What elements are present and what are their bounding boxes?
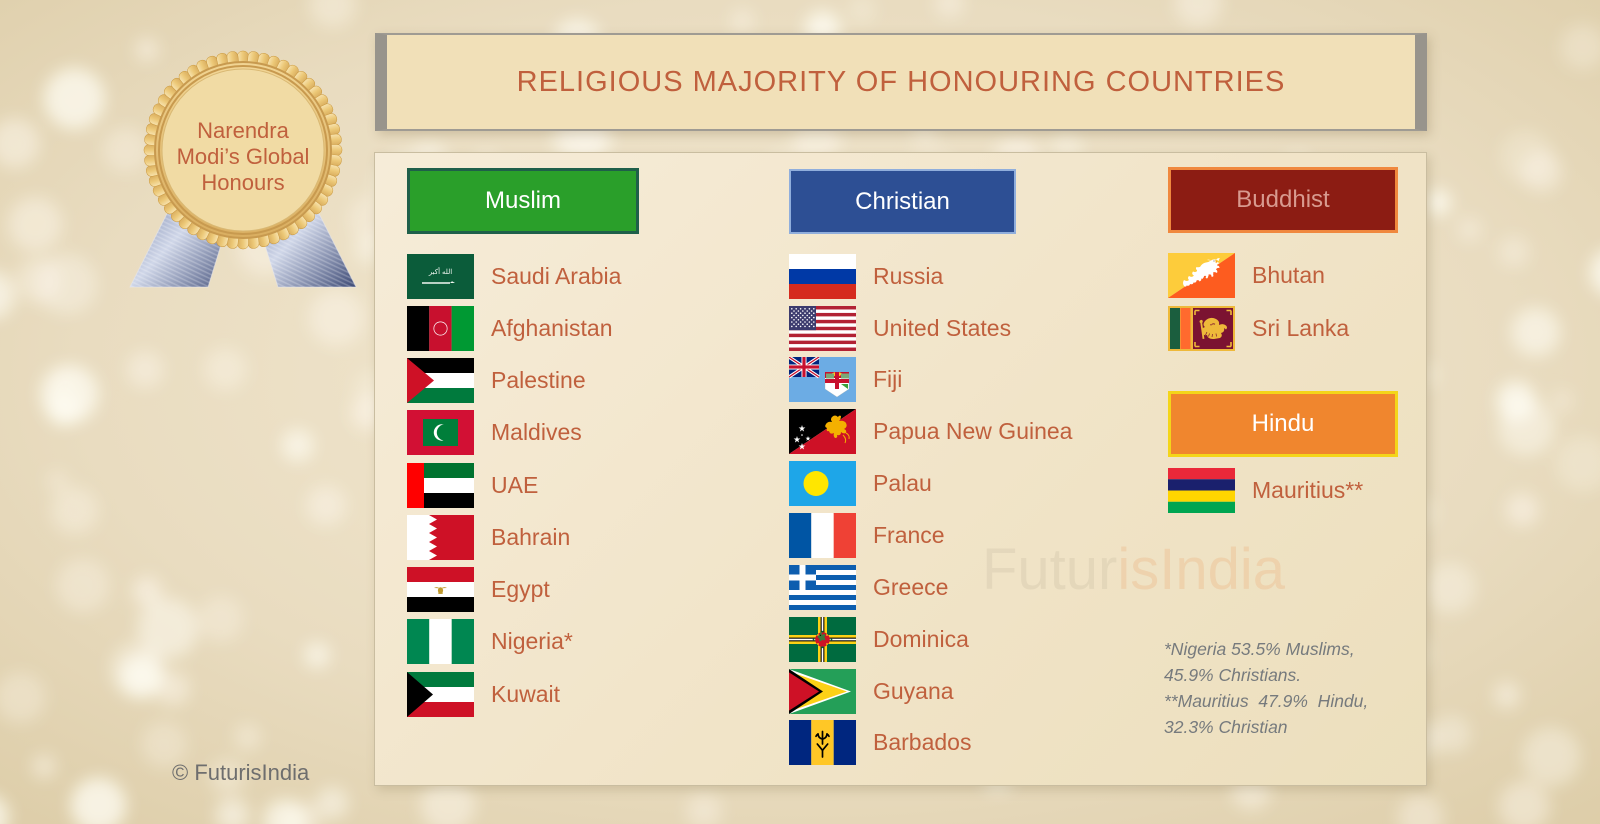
svg-text:Narendra: Narendra: [197, 118, 289, 143]
svg-text:Honours: Honours: [201, 170, 284, 195]
svg-text:Modi’s Global: Modi’s Global: [177, 144, 310, 169]
